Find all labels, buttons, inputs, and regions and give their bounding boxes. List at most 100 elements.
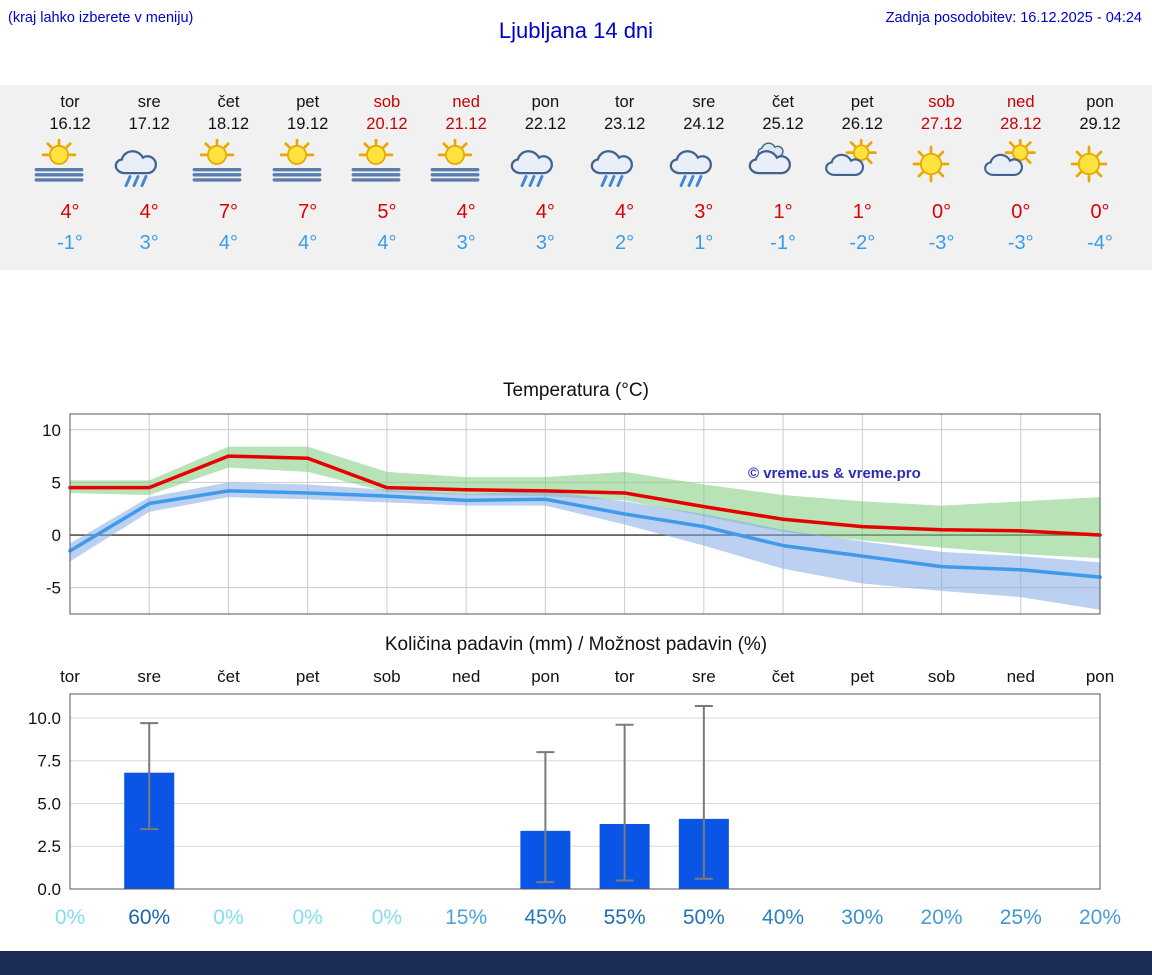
day-label: sre <box>692 667 716 686</box>
footer-bar <box>0 951 1152 975</box>
sun-fog-icon <box>268 139 348 191</box>
sun-icon <box>1060 139 1140 191</box>
low-temp: -3° <box>928 232 955 254</box>
rain-icon <box>505 139 585 191</box>
precipitation-chart: tor sre čet pet sob ned pon tor sre čet pet sob ned p… <box>28 667 1114 899</box>
precip-probability: 20% <box>920 906 963 929</box>
partly-icon <box>981 139 1061 191</box>
low-temp: 1° <box>694 232 714 254</box>
day-name: ned <box>452 93 480 111</box>
precip-probability: 0% <box>292 906 323 929</box>
max-range-band <box>70 446 1100 559</box>
low-temp: -3° <box>1007 232 1034 254</box>
low-temp: -1° <box>770 232 796 254</box>
day-name: ned <box>1007 93 1035 111</box>
y-axis-label: 7.5 <box>37 752 61 771</box>
day-label: čet <box>217 667 240 686</box>
forecast-day-column: sre 24.12 3° 1° <box>664 91 744 255</box>
forecast-day-column: tor 16.12 4° -1° <box>30 91 110 255</box>
high-temp: 3° <box>694 201 714 223</box>
chart-border <box>69 693 1101 890</box>
cloudy-icon <box>743 139 823 191</box>
rain-icon <box>109 139 189 191</box>
min-range-band <box>70 482 1100 610</box>
precip-probability: 0% <box>54 906 86 929</box>
day-name: pet <box>850 93 874 111</box>
high-temp: 1° <box>773 201 793 223</box>
day-label: tor <box>60 667 80 686</box>
day-date: 24.12 <box>683 115 725 133</box>
day-date: 22.12 <box>524 115 567 133</box>
forecast-day-column: čet 25.12 1° -1° <box>743 91 823 255</box>
high-temp: 7° <box>218 201 239 223</box>
precip-probability: 50% <box>682 906 725 929</box>
y-axis-label: 5.0 <box>37 794 61 813</box>
low-temp: -1° <box>57 232 83 254</box>
forecast-day-column: pon 29.12 0° -4° <box>1060 91 1140 255</box>
day-label: ned <box>452 667 480 686</box>
day-label: čet <box>772 667 795 686</box>
day-name: pon <box>531 93 560 111</box>
day-name: sre <box>692 93 716 111</box>
low-temp: 4° <box>298 232 318 254</box>
day-name: tor <box>614 93 635 111</box>
y-axis-label: 5 <box>52 473 61 492</box>
forecast-day-column: ned 21.12 4° 3° <box>426 91 506 255</box>
day-date: 16.12 <box>49 115 91 133</box>
partly-icon <box>822 139 902 191</box>
header: (kraj lahko izberete v meniju) Ljubljana… <box>0 0 1152 85</box>
precip-probability: 20% <box>1078 906 1122 929</box>
day-label: pon <box>1086 667 1114 686</box>
high-temp: 7° <box>298 201 318 223</box>
sun-fog-icon <box>426 139 506 191</box>
rain-icon <box>664 139 744 191</box>
high-temp: 1° <box>852 201 872 223</box>
day-name: sre <box>137 93 161 111</box>
precip-probability: 0% <box>213 906 244 929</box>
forecast-day-column: sob 27.12 0° -3° <box>902 91 982 255</box>
low-temp: 4° <box>218 232 239 254</box>
y-axis-label: 0 <box>52 526 61 545</box>
sun-icon <box>902 139 982 191</box>
forecast-day-column: ned 28.12 0° -3° <box>981 91 1061 255</box>
precip-probability: 40% <box>762 906 805 929</box>
high-temp: 4° <box>615 201 635 223</box>
forecast-day-column: tor 23.12 4° 2° <box>585 91 665 255</box>
low-temp: 3° <box>139 232 159 254</box>
temperature-chart-title: Temperatura (°C) <box>503 380 649 401</box>
day-date: 19.12 <box>287 115 329 133</box>
low-temp: 3° <box>535 232 555 254</box>
rain-icon <box>585 139 665 191</box>
low-temp: 4° <box>377 232 397 254</box>
chart-border <box>69 413 1101 615</box>
day-date: 17.12 <box>128 115 170 133</box>
forecast-day-column: pet 26.12 1° -2° <box>822 91 902 255</box>
high-temp: 5° <box>377 201 397 223</box>
day-name: čet <box>772 93 795 111</box>
day-label: pon <box>531 667 559 686</box>
y-axis-label: 10.0 <box>28 709 61 728</box>
forecast-day-column: sre 17.12 4° 3° <box>109 91 189 255</box>
chart-watermark: © vreme.us & vreme.pro <box>748 465 921 482</box>
day-name: čet <box>217 93 240 111</box>
day-date: 23.12 <box>603 115 646 133</box>
low-temp: 2° <box>615 232 635 254</box>
menu-hint: (kraj lahko izberete v meniju) <box>8 10 194 26</box>
day-label: pet <box>296 667 320 686</box>
sun-fog-icon <box>188 139 268 191</box>
min-temp-line <box>68 489 1102 579</box>
forecast-day-column: pon 22.12 4° 3° <box>505 91 585 255</box>
forecast-day-column: pet 19.12 7° 4° <box>268 91 348 255</box>
precip-probability: 60% <box>128 906 171 929</box>
high-temp: 0° <box>1090 201 1110 223</box>
y-axis-label: 2.5 <box>37 837 61 856</box>
high-temp: 0° <box>931 201 952 223</box>
day-date: 20.12 <box>366 115 408 133</box>
page-title: Ljubljana 14 dni <box>498 18 654 43</box>
precip-probability: 15% <box>445 906 488 929</box>
low-temp: -2° <box>849 232 876 254</box>
high-temp: 4° <box>535 201 555 223</box>
day-date: 28.12 <box>1000 115 1042 133</box>
gap <box>0 620 1152 634</box>
precipitation-chart-title: Količina padavin (mm) / Možnost padavin … <box>384 634 768 655</box>
